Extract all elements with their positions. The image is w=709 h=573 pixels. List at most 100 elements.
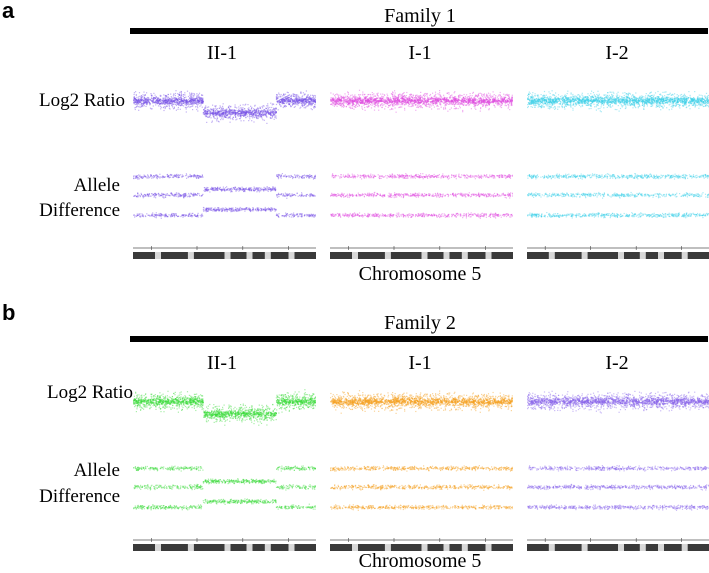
probe-point — [330, 98, 332, 101]
probe-point — [228, 107, 230, 110]
probe-point — [443, 97, 446, 99]
probe-point — [700, 104, 702, 106]
probe-point — [627, 93, 629, 95]
probe-point — [551, 90, 553, 92]
probe-point — [528, 94, 530, 96]
probe-point — [347, 104, 349, 106]
probe-point — [134, 99, 136, 101]
probe-point — [462, 96, 465, 98]
probe-point — [500, 98, 502, 100]
probe-point — [343, 97, 346, 99]
probe-point — [392, 100, 394, 103]
probe-point — [404, 100, 406, 103]
probe-point — [560, 99, 562, 101]
probe-point — [376, 93, 378, 95]
probe-point — [466, 100, 468, 103]
probe-point — [660, 102, 662, 105]
probe-point — [384, 98, 386, 100]
probe-point — [377, 101, 379, 103]
probe-point — [313, 106, 315, 108]
probe-point — [599, 96, 601, 98]
probe-point — [180, 90, 182, 93]
probe-point — [497, 102, 499, 104]
probe-point — [245, 112, 247, 114]
probe-point — [637, 105, 639, 108]
probe-point — [338, 97, 340, 99]
probe-point — [293, 106, 295, 108]
probe-point — [375, 101, 377, 104]
probe-point — [346, 98, 349, 100]
probe-point — [468, 101, 470, 103]
probe-point — [453, 100, 455, 102]
probe-point — [689, 102, 691, 104]
probe-point — [561, 105, 563, 107]
probe-point — [667, 99, 669, 101]
probe-point — [619, 95, 621, 97]
probe-point — [629, 92, 631, 94]
probe-point — [547, 97, 549, 99]
probe-point — [679, 107, 681, 109]
probe-point — [234, 111, 237, 114]
probe-point — [366, 101, 369, 104]
probe-point — [300, 100, 302, 102]
probe-point — [354, 98, 356, 100]
probe-point — [287, 97, 289, 99]
probe-point — [364, 101, 366, 103]
probe-point — [190, 103, 192, 105]
probe-point — [241, 108, 243, 110]
probe-point — [425, 99, 427, 102]
probe-point — [345, 100, 347, 102]
probe-point — [436, 96, 438, 98]
probe-point — [335, 94, 337, 96]
probe-point — [300, 99, 302, 101]
probe-point — [303, 101, 305, 104]
probe-point — [284, 100, 286, 103]
probe-point — [352, 104, 354, 106]
probe-point — [606, 97, 608, 99]
probe-point — [368, 97, 370, 99]
probe-point — [669, 101, 671, 103]
probe-point — [240, 114, 242, 116]
probe-point — [445, 103, 447, 105]
probe-point — [507, 107, 509, 109]
probe-point — [581, 97, 583, 99]
probe-point — [510, 102, 513, 104]
probe-point — [237, 113, 239, 115]
probe-point — [344, 93, 346, 95]
probe-point — [368, 105, 370, 107]
probe-point — [575, 99, 577, 102]
probe-point — [330, 103, 332, 106]
probe-point — [668, 109, 670, 111]
probe-point — [601, 102, 604, 104]
probe-point — [690, 97, 692, 100]
probe-point — [415, 101, 417, 103]
probe-point — [133, 96, 135, 98]
probe-point — [171, 99, 173, 101]
probe-point — [365, 97, 367, 99]
probe-point — [240, 115, 242, 117]
probe-point — [167, 96, 169, 98]
probe-point — [666, 101, 668, 104]
probe-point — [168, 107, 170, 109]
probe-point — [609, 97, 611, 99]
probe-point — [249, 110, 251, 113]
probe-point — [685, 98, 687, 100]
probe-point — [430, 105, 432, 107]
probe-point — [458, 96, 460, 98]
probe-point — [424, 97, 426, 99]
probe-point — [457, 95, 460, 97]
probe-point — [240, 114, 242, 117]
probe-point — [672, 105, 674, 107]
probe-point — [195, 103, 197, 105]
probe-point — [366, 100, 368, 102]
probe-point — [617, 97, 619, 99]
probe-point — [392, 97, 394, 99]
probe-point — [364, 109, 366, 111]
probe-point — [278, 100, 280, 102]
probe-point — [638, 101, 640, 103]
probe-point — [151, 100, 153, 102]
probe-point — [485, 95, 487, 97]
probe-point — [167, 103, 169, 105]
probe-point — [331, 103, 333, 105]
probe-point — [607, 92, 609, 94]
